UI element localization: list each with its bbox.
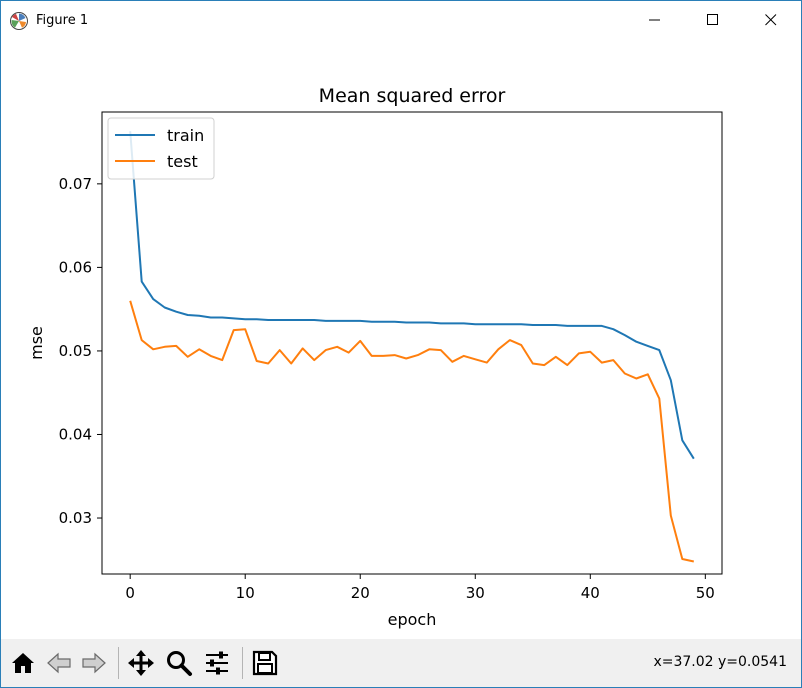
figure-canvas[interactable]: Mean squared error 0 10 20 30 40 50 0.03 0.04 0.… [1,39,801,639]
cursor-coordinates: x=37.02 y=0.0541 [653,654,787,670]
x-tick-label: 10 [236,584,255,602]
home-icon [12,653,34,673]
toolbar-separator [118,647,119,679]
title-bar[interactable]: Figure 1 [1,1,801,39]
configure-subplots-icon [206,651,228,675]
maximize-button[interactable] [690,1,736,39]
toolbar-separator [242,647,243,679]
save-button[interactable] [248,646,282,680]
zoom-button[interactable] [162,646,196,680]
pan-button[interactable] [124,646,158,680]
plot-frame [101,111,723,575]
y-tick-label: 0.07 [59,175,92,193]
window-title: Figure 1 [36,13,89,28]
x-tick-label: 20 [351,584,370,602]
x-tick-label: 40 [581,584,600,602]
series-line-test [129,300,695,563]
navigation-toolbar: x=37.02 y=0.0541 [1,639,801,687]
x-tick-label: 30 [466,584,485,602]
y-tick-label: 0.06 [59,258,92,276]
x-axis-label: epoch [388,610,437,629]
x-tick-label: 0 [125,584,135,602]
y-tick-label: 0.03 [59,509,92,527]
legend-label-train: train [167,126,204,145]
forward-icon [82,652,106,674]
close-icon [765,14,777,26]
legend-box [107,117,215,180]
minimize-icon [649,19,660,21]
configure-subplots-button[interactable] [200,646,234,680]
save-icon [252,650,278,676]
back-icon [47,652,71,674]
forward-button[interactable] [77,646,111,680]
y-tick-label: 0.05 [59,342,92,360]
back-button[interactable] [42,646,76,680]
series-line-train [129,131,695,460]
chart-title: Mean squared error [319,85,506,107]
maximize-icon [707,14,718,25]
zoom-icon [167,651,192,676]
home-button[interactable] [6,646,40,680]
close-button[interactable] [748,1,794,39]
legend-label-test: test [167,152,198,171]
legend: train test [107,117,215,180]
y-axis-label: mse [27,326,46,360]
x-tick-label: 50 [696,584,715,602]
matplotlib-icon [10,12,28,30]
pan-icon [128,650,154,676]
chart[interactable]: Mean squared error 0 10 20 30 40 50 0.03 0.04 0.… [1,39,801,639]
y-tick-label: 0.04 [59,425,92,443]
minimize-button[interactable] [632,1,678,39]
